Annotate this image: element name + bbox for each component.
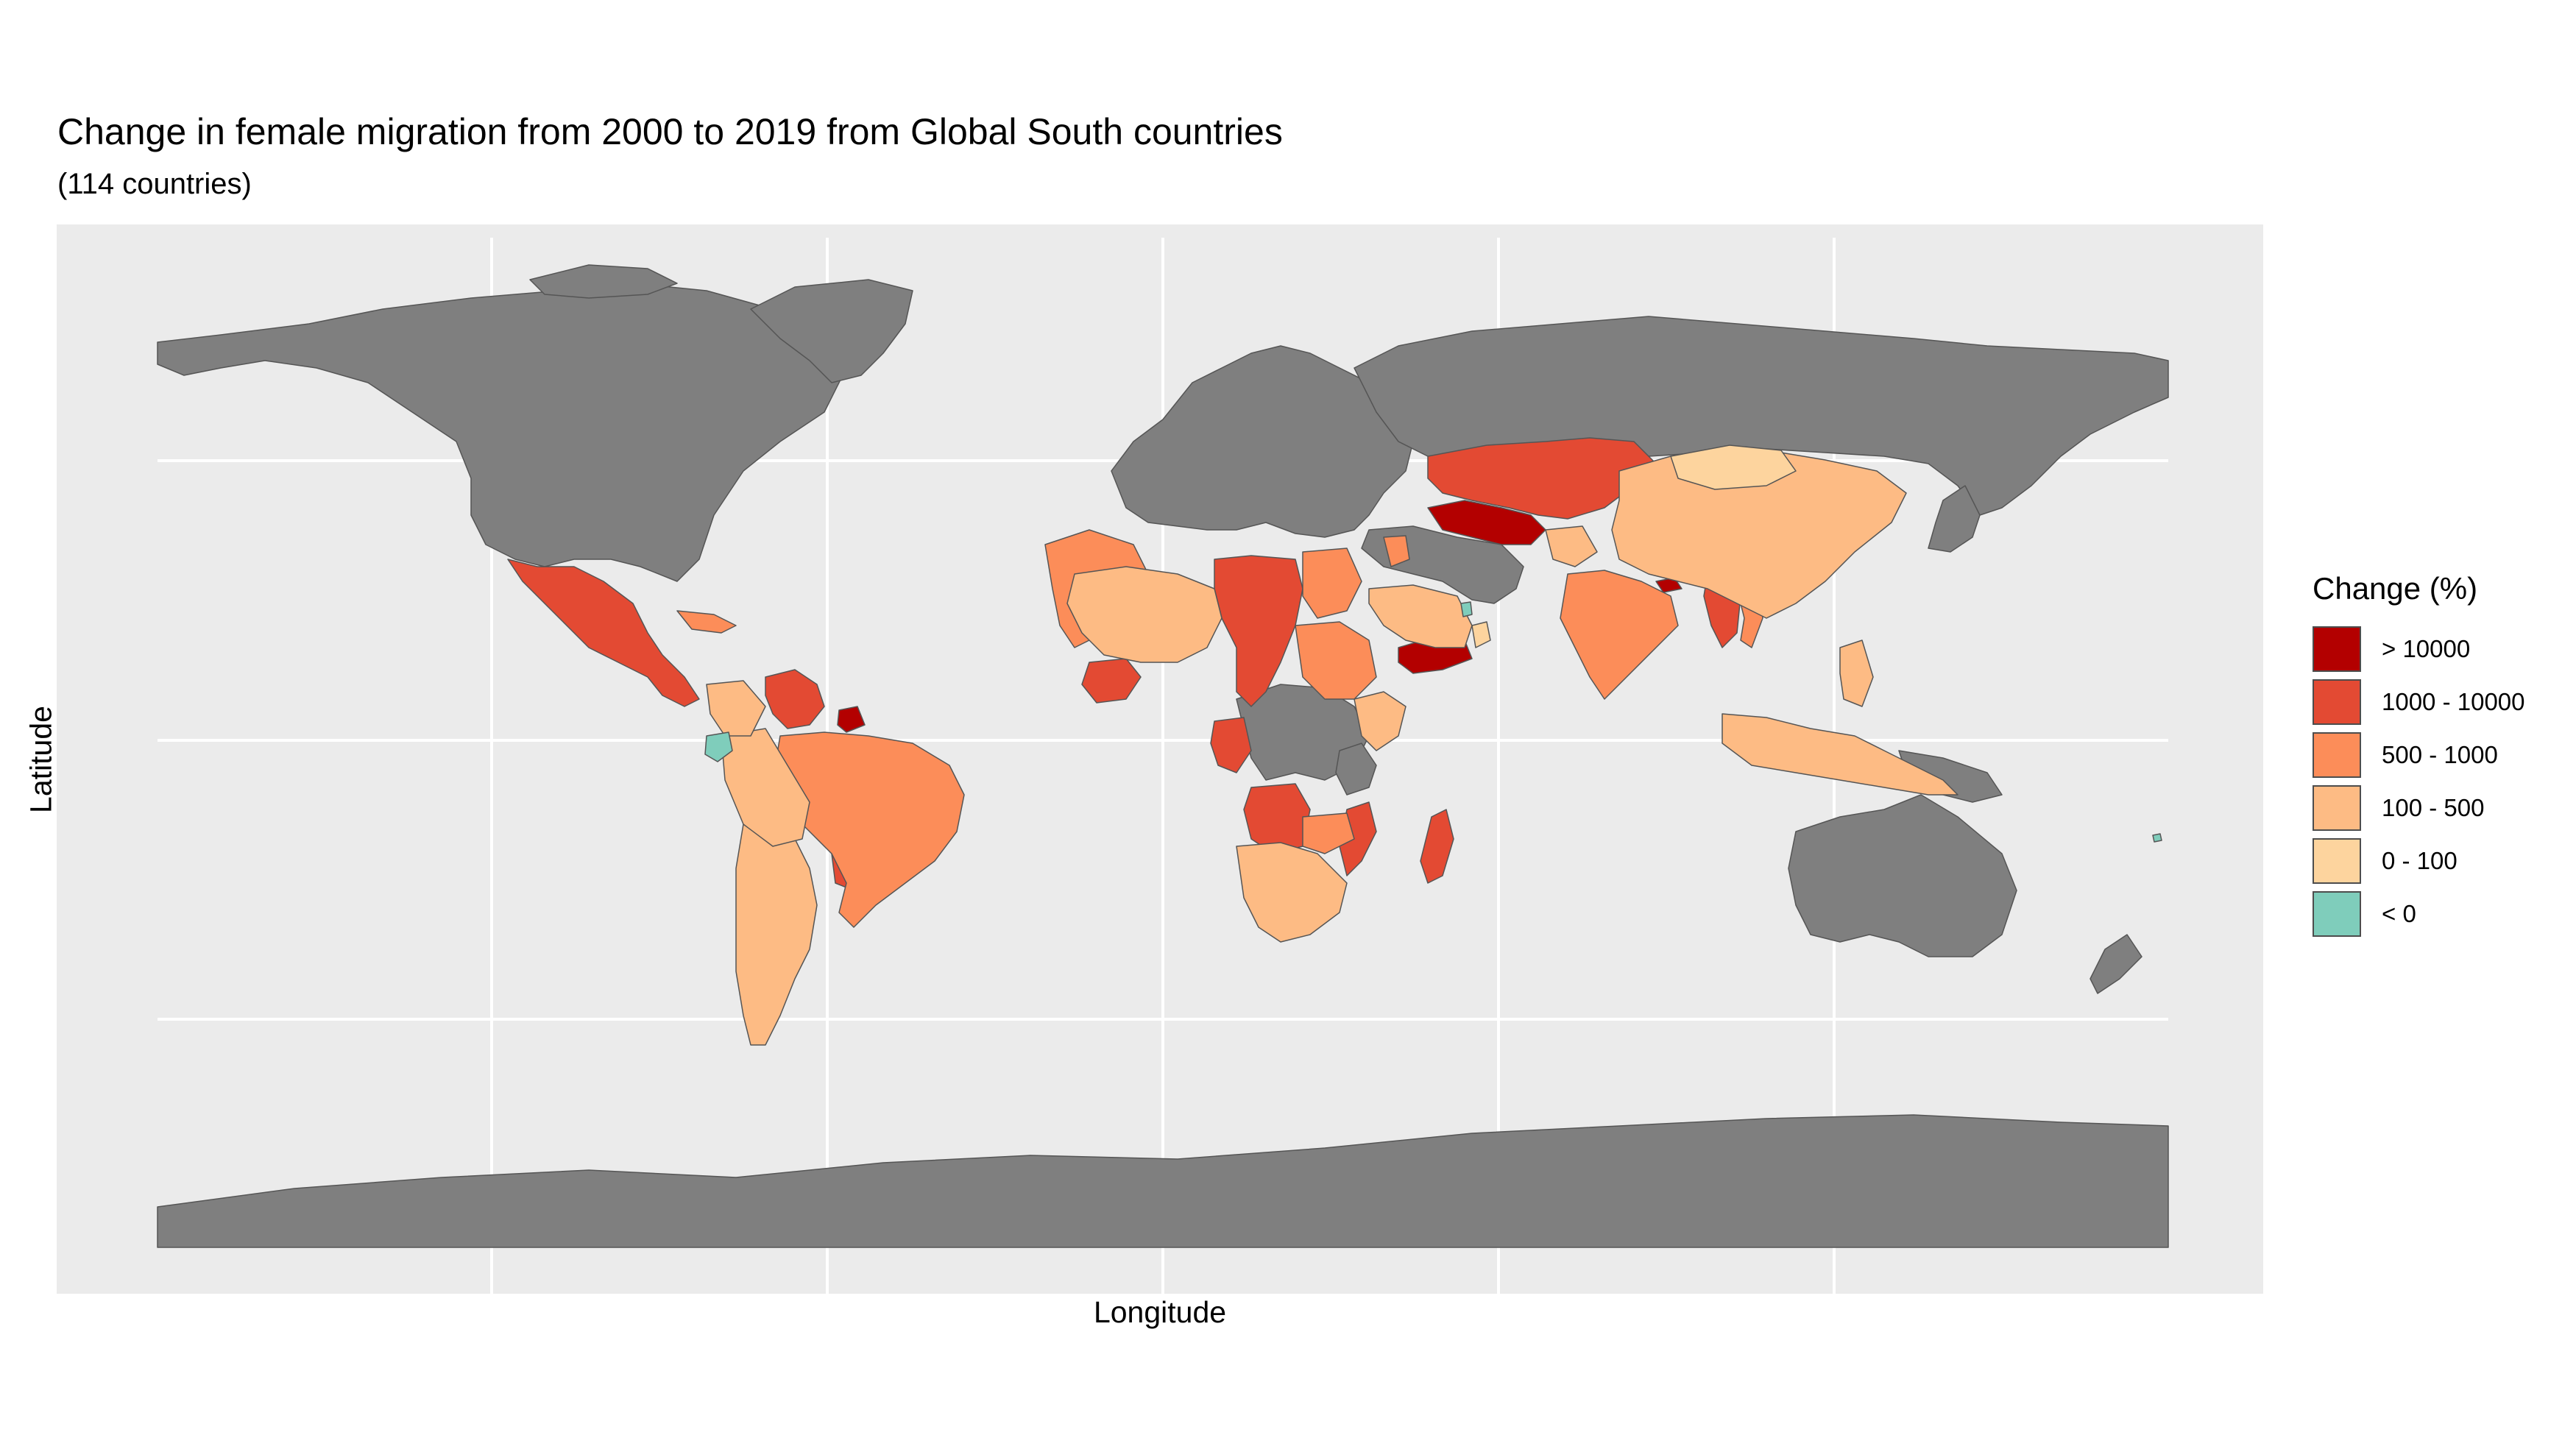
west-africa-red bbox=[1081, 658, 1142, 704]
arctic-islands bbox=[529, 264, 678, 299]
no-data-land bbox=[157, 264, 2169, 1248]
legend-item: > 10000 bbox=[2313, 623, 2525, 676]
libya-niger-chad bbox=[1214, 555, 1303, 707]
europe bbox=[1111, 345, 1414, 538]
zambia-malawi bbox=[1302, 812, 1355, 854]
greenland bbox=[750, 279, 913, 383]
brazil bbox=[772, 731, 965, 928]
legend-key bbox=[2313, 679, 2361, 725]
east-africa-gray bbox=[1335, 743, 1377, 796]
egypt bbox=[1302, 548, 1362, 619]
legend-label: > 10000 bbox=[2382, 635, 2471, 662]
southern-south-america bbox=[735, 816, 818, 1046]
category-lt-0 bbox=[704, 601, 2162, 843]
mongolia bbox=[1670, 444, 1797, 490]
legend-key bbox=[2313, 732, 2361, 778]
y-axis-label: Latitude bbox=[24, 706, 58, 813]
colombia bbox=[706, 680, 766, 737]
chart-subtitle: (114 countries) bbox=[57, 168, 252, 200]
legend-key bbox=[2313, 838, 2361, 884]
turkmenistan-uzbekistan bbox=[1427, 500, 1546, 545]
legend-item: 1000 - 10000 bbox=[2313, 676, 2525, 729]
legend-label: 0 - 100 bbox=[2382, 847, 2458, 874]
iraq-syria bbox=[1383, 535, 1410, 567]
chart-title: Change in female migration from 2000 to … bbox=[57, 111, 1283, 152]
suriname bbox=[837, 706, 866, 733]
australia bbox=[1788, 794, 2017, 957]
sudan bbox=[1295, 621, 1377, 700]
madagascar bbox=[1420, 809, 1454, 884]
category-100-500 bbox=[706, 448, 1958, 1046]
indonesia bbox=[1722, 713, 1958, 796]
peru-bolivia bbox=[721, 728, 810, 847]
legend-label: 500 - 1000 bbox=[2382, 741, 2498, 768]
legend-item: 0 - 100 bbox=[2313, 835, 2525, 888]
legend-key bbox=[2313, 891, 2361, 937]
legend-label: 100 - 500 bbox=[2382, 794, 2485, 821]
category-0-100 bbox=[1471, 444, 1797, 648]
pacific-island bbox=[2152, 833, 2162, 843]
west-africa-peach bbox=[1066, 566, 1222, 663]
caribbean bbox=[676, 610, 737, 634]
legend-title: Change (%) bbox=[2313, 571, 2478, 606]
japan bbox=[1928, 485, 1981, 553]
legend: Change (%) > 10000 1000 - 10000 500 - 10… bbox=[2313, 571, 2525, 940]
legend-item: < 0 bbox=[2313, 888, 2525, 940]
legend-item: 500 - 1000 bbox=[2313, 729, 2525, 782]
category-1000-10000 bbox=[507, 437, 1741, 891]
southern-africa bbox=[1236, 842, 1348, 943]
north-america bbox=[157, 283, 847, 582]
kazakhstan bbox=[1427, 437, 1657, 520]
east-africa-peach bbox=[1354, 691, 1406, 751]
china bbox=[1611, 448, 1907, 619]
oman bbox=[1471, 621, 1491, 648]
legend-label: < 0 bbox=[2382, 900, 2416, 927]
legend-item: 100 - 500 bbox=[2313, 782, 2525, 835]
qatar bbox=[1460, 601, 1473, 617]
legend-key bbox=[2313, 626, 2361, 672]
congo-gabon bbox=[1210, 717, 1252, 773]
venezuela-guyana bbox=[765, 669, 825, 729]
central-asia-peach bbox=[1545, 525, 1598, 567]
legend-label: 1000 - 10000 bbox=[2382, 688, 2525, 715]
antarctica bbox=[157, 1114, 2169, 1248]
saudi-arabia bbox=[1368, 584, 1473, 648]
mexico-central-america bbox=[507, 559, 700, 707]
india bbox=[1560, 570, 1679, 700]
x-axis-label: Longitude bbox=[1093, 1295, 1227, 1329]
new-zealand bbox=[2090, 934, 2142, 994]
ecuador bbox=[704, 731, 733, 762]
philippines bbox=[1839, 640, 1874, 707]
legend-key bbox=[2313, 785, 2361, 831]
